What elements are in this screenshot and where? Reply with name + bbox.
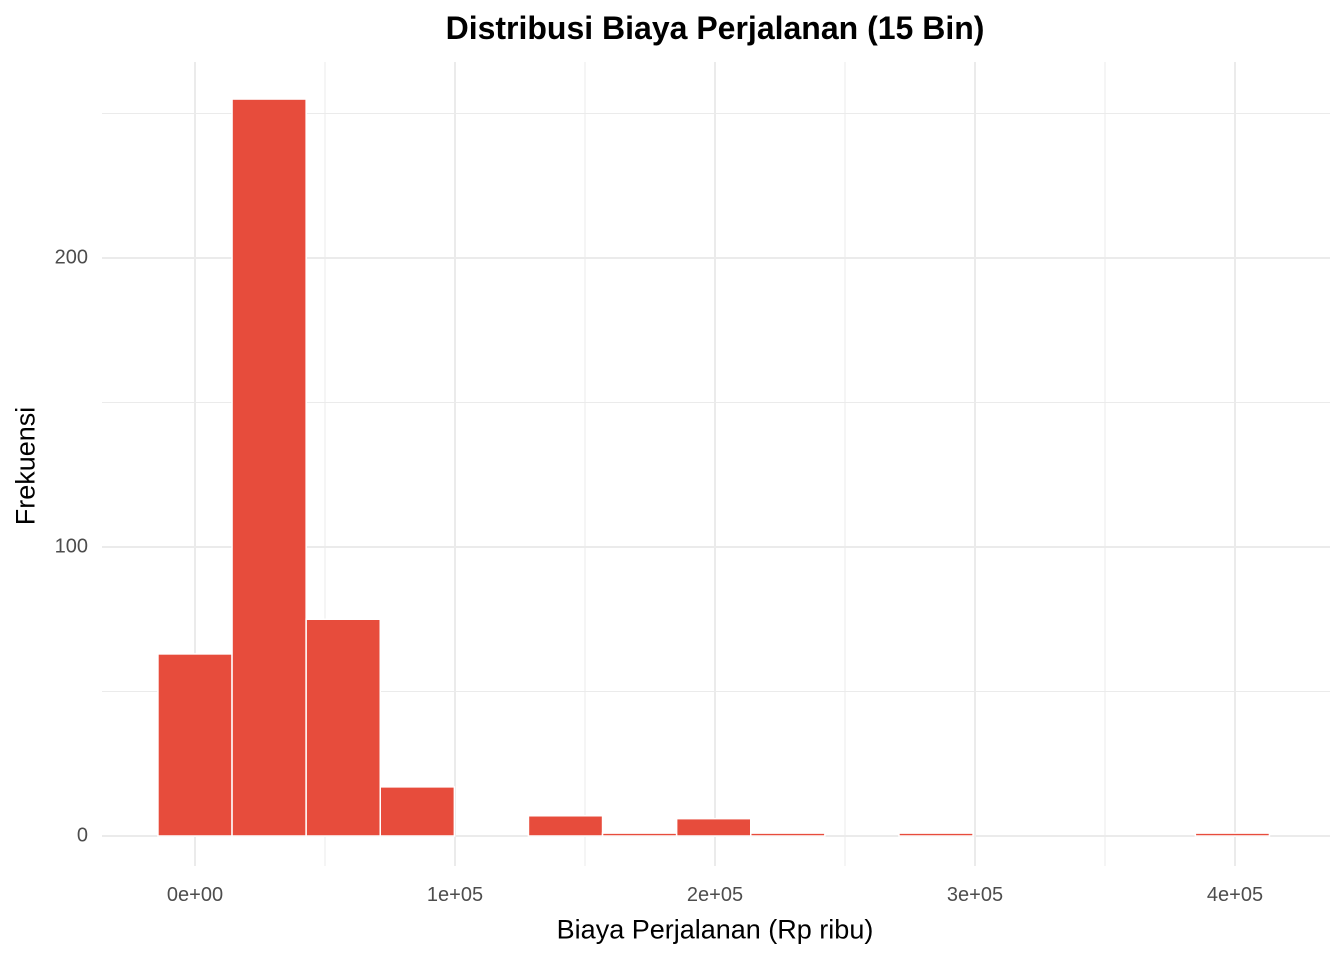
x-tick-label: 3e+05 xyxy=(946,884,1004,906)
x-axis-title: Biaya Perjalanan (Rp ribu) xyxy=(556,914,874,945)
y-tick-label: 100 xyxy=(54,535,88,558)
y-tick-label: 200 xyxy=(54,246,88,269)
y-axis-title: Frekuensi xyxy=(10,406,41,526)
histogram-bar xyxy=(675,817,752,837)
histogram-bar xyxy=(157,653,233,837)
histogram-bar xyxy=(898,832,974,837)
histogram-bar xyxy=(750,832,826,837)
x-tick-label: 0e+00 xyxy=(166,884,224,906)
histogram-bar xyxy=(379,786,456,837)
histogram-bar xyxy=(305,618,381,837)
y-tick-label: 0 xyxy=(76,824,88,847)
histogram-bar xyxy=(527,815,604,837)
histogram-bar xyxy=(601,832,678,837)
x-tick-label: 4e+05 xyxy=(1206,884,1264,906)
chart-title: Distribusi Biaya Perjalanan (15 Bin) xyxy=(445,10,985,46)
histogram-bar xyxy=(1194,832,1271,837)
x-tick-label: 2e+05 xyxy=(686,884,744,906)
x-tick-label: 1e+05 xyxy=(426,884,484,906)
histogram-bar xyxy=(231,98,307,837)
